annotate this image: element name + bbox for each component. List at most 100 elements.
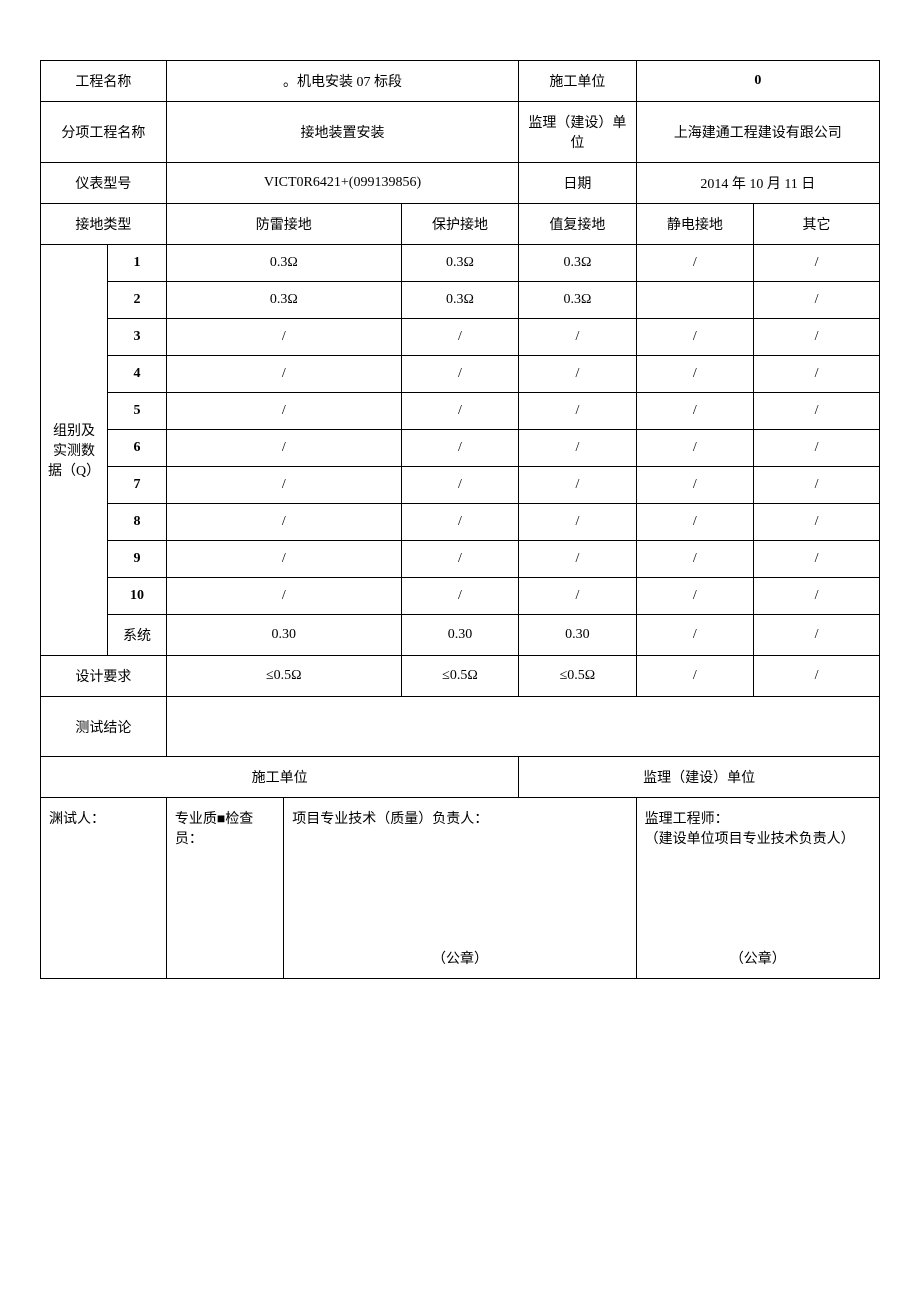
data-cell: / — [636, 430, 753, 467]
tech-lead-cell: 项目专业技术（质量）负责人： （公章） — [284, 798, 636, 979]
system-label: 系统 — [108, 615, 167, 656]
seal-text: （公章） — [645, 888, 871, 968]
data-cell: / — [754, 504, 880, 541]
system-cell: 0.30 — [519, 615, 636, 656]
data-cell: / — [519, 467, 636, 504]
project-name-label: 工程名称 — [41, 61, 167, 102]
ground-type-col4: 静电接地 — [636, 204, 753, 245]
tech-lead-label: 项目专业技术（质量）负责人： — [292, 808, 627, 828]
date-label: 日期 — [519, 163, 636, 204]
design-req-cell: / — [754, 656, 880, 697]
row-num: 5 — [108, 393, 167, 430]
data-cell: / — [401, 504, 518, 541]
inspector-label: 专业质■检查员： — [175, 812, 253, 847]
design-req-label: 设计要求 — [41, 656, 167, 697]
data-cell: / — [636, 578, 753, 615]
data-cell: / — [519, 504, 636, 541]
row-num: 8 — [108, 504, 167, 541]
data-cell: / — [401, 541, 518, 578]
data-cell: / — [519, 578, 636, 615]
supervisor-cell: 监理工程师： （建设单位项目专业技术负责人） （公章） — [636, 798, 879, 979]
group-label: 组别及实测数据（Q） — [41, 245, 108, 656]
data-cell: / — [636, 541, 753, 578]
data-cell: 0.3Ω — [519, 282, 636, 319]
data-cell: / — [636, 319, 753, 356]
data-cell: / — [166, 319, 401, 356]
data-cell: / — [401, 393, 518, 430]
data-cell: / — [636, 504, 753, 541]
construction-unit-label: 施工单位 — [519, 61, 636, 102]
data-cell: / — [401, 430, 518, 467]
instrument-label: 仪表型号 — [41, 163, 167, 204]
system-cell: / — [754, 615, 880, 656]
data-cell: / — [519, 356, 636, 393]
row-num: 3 — [108, 319, 167, 356]
data-cell: / — [166, 504, 401, 541]
data-cell: 0.3Ω — [401, 282, 518, 319]
data-cell: / — [636, 356, 753, 393]
supervisor-label: 监理工程师： — [645, 808, 871, 828]
data-cell: / — [754, 319, 880, 356]
ground-type-col3: 值复接地 — [519, 204, 636, 245]
data-cell: / — [401, 319, 518, 356]
ground-type-label: 接地类型 — [41, 204, 167, 245]
tester-label: 渊试人： — [49, 812, 105, 827]
row-num: 7 — [108, 467, 167, 504]
footer-construction-header: 施工单位 — [41, 757, 519, 798]
row-num: 1 — [108, 245, 167, 282]
data-cell: / — [166, 578, 401, 615]
data-cell: 0.3Ω — [519, 245, 636, 282]
inspector-cell: 专业质■检查员： — [166, 798, 283, 979]
conclusion-value — [166, 697, 879, 757]
data-cell: / — [166, 541, 401, 578]
row-num: 10 — [108, 578, 167, 615]
supervisor-sub: （建设单位项目专业技术负责人） — [645, 828, 871, 848]
tester-cell: 渊试人： — [41, 798, 167, 979]
construction-unit-value: 0 — [636, 61, 879, 102]
supervision-unit-value: 上海建通工程建设有跟公司 — [636, 102, 879, 163]
data-cell: / — [401, 467, 518, 504]
date-value: 2014 年 10 月 11 日 — [636, 163, 879, 204]
data-cell: / — [754, 393, 880, 430]
data-cell: / — [754, 430, 880, 467]
data-cell: / — [401, 578, 518, 615]
design-req-cell: ≤0.5Ω — [401, 656, 518, 697]
data-cell: / — [519, 541, 636, 578]
supervision-unit-label: 监理（建设）单位 — [519, 102, 636, 163]
data-cell: / — [636, 467, 753, 504]
data-cell: / — [166, 356, 401, 393]
design-req-cell: / — [636, 656, 753, 697]
data-cell: / — [166, 467, 401, 504]
data-cell: / — [636, 245, 753, 282]
conclusion-label: 测试结论 — [41, 697, 167, 757]
data-cell — [636, 282, 753, 319]
data-cell: / — [401, 356, 518, 393]
instrument-value: VICT0R6421+(099139856) — [166, 163, 518, 204]
data-cell: / — [636, 393, 753, 430]
data-cell: 0.3Ω — [166, 245, 401, 282]
grounding-test-table: 工程名称 。机电安装 07 标段 施工单位 0 分项工程名称 接地装置安装 监理… — [40, 60, 880, 979]
data-cell: / — [754, 541, 880, 578]
sub-project-label: 分项工程名称 — [41, 102, 167, 163]
sub-project-value: 接地装置安装 — [166, 102, 518, 163]
data-cell: / — [754, 356, 880, 393]
data-cell: / — [754, 578, 880, 615]
data-cell: / — [519, 393, 636, 430]
project-name-value: 。机电安装 07 标段 — [166, 61, 518, 102]
data-cell: / — [519, 430, 636, 467]
footer-supervision-header: 监理（建设）单位 — [519, 757, 880, 798]
system-cell: / — [636, 615, 753, 656]
data-cell: / — [519, 319, 636, 356]
data-cell: / — [166, 430, 401, 467]
data-cell: / — [754, 245, 880, 282]
data-cell: 0.3Ω — [401, 245, 518, 282]
system-cell: 0.30 — [401, 615, 518, 656]
data-cell: / — [754, 467, 880, 504]
seal-text: （公章） — [292, 888, 627, 968]
system-cell: 0.30 — [166, 615, 401, 656]
ground-type-col1: 防雷接地 — [166, 204, 401, 245]
row-num: 4 — [108, 356, 167, 393]
data-cell: 0.3Ω — [166, 282, 401, 319]
data-cell: / — [754, 282, 880, 319]
design-req-cell: ≤0.5Ω — [519, 656, 636, 697]
